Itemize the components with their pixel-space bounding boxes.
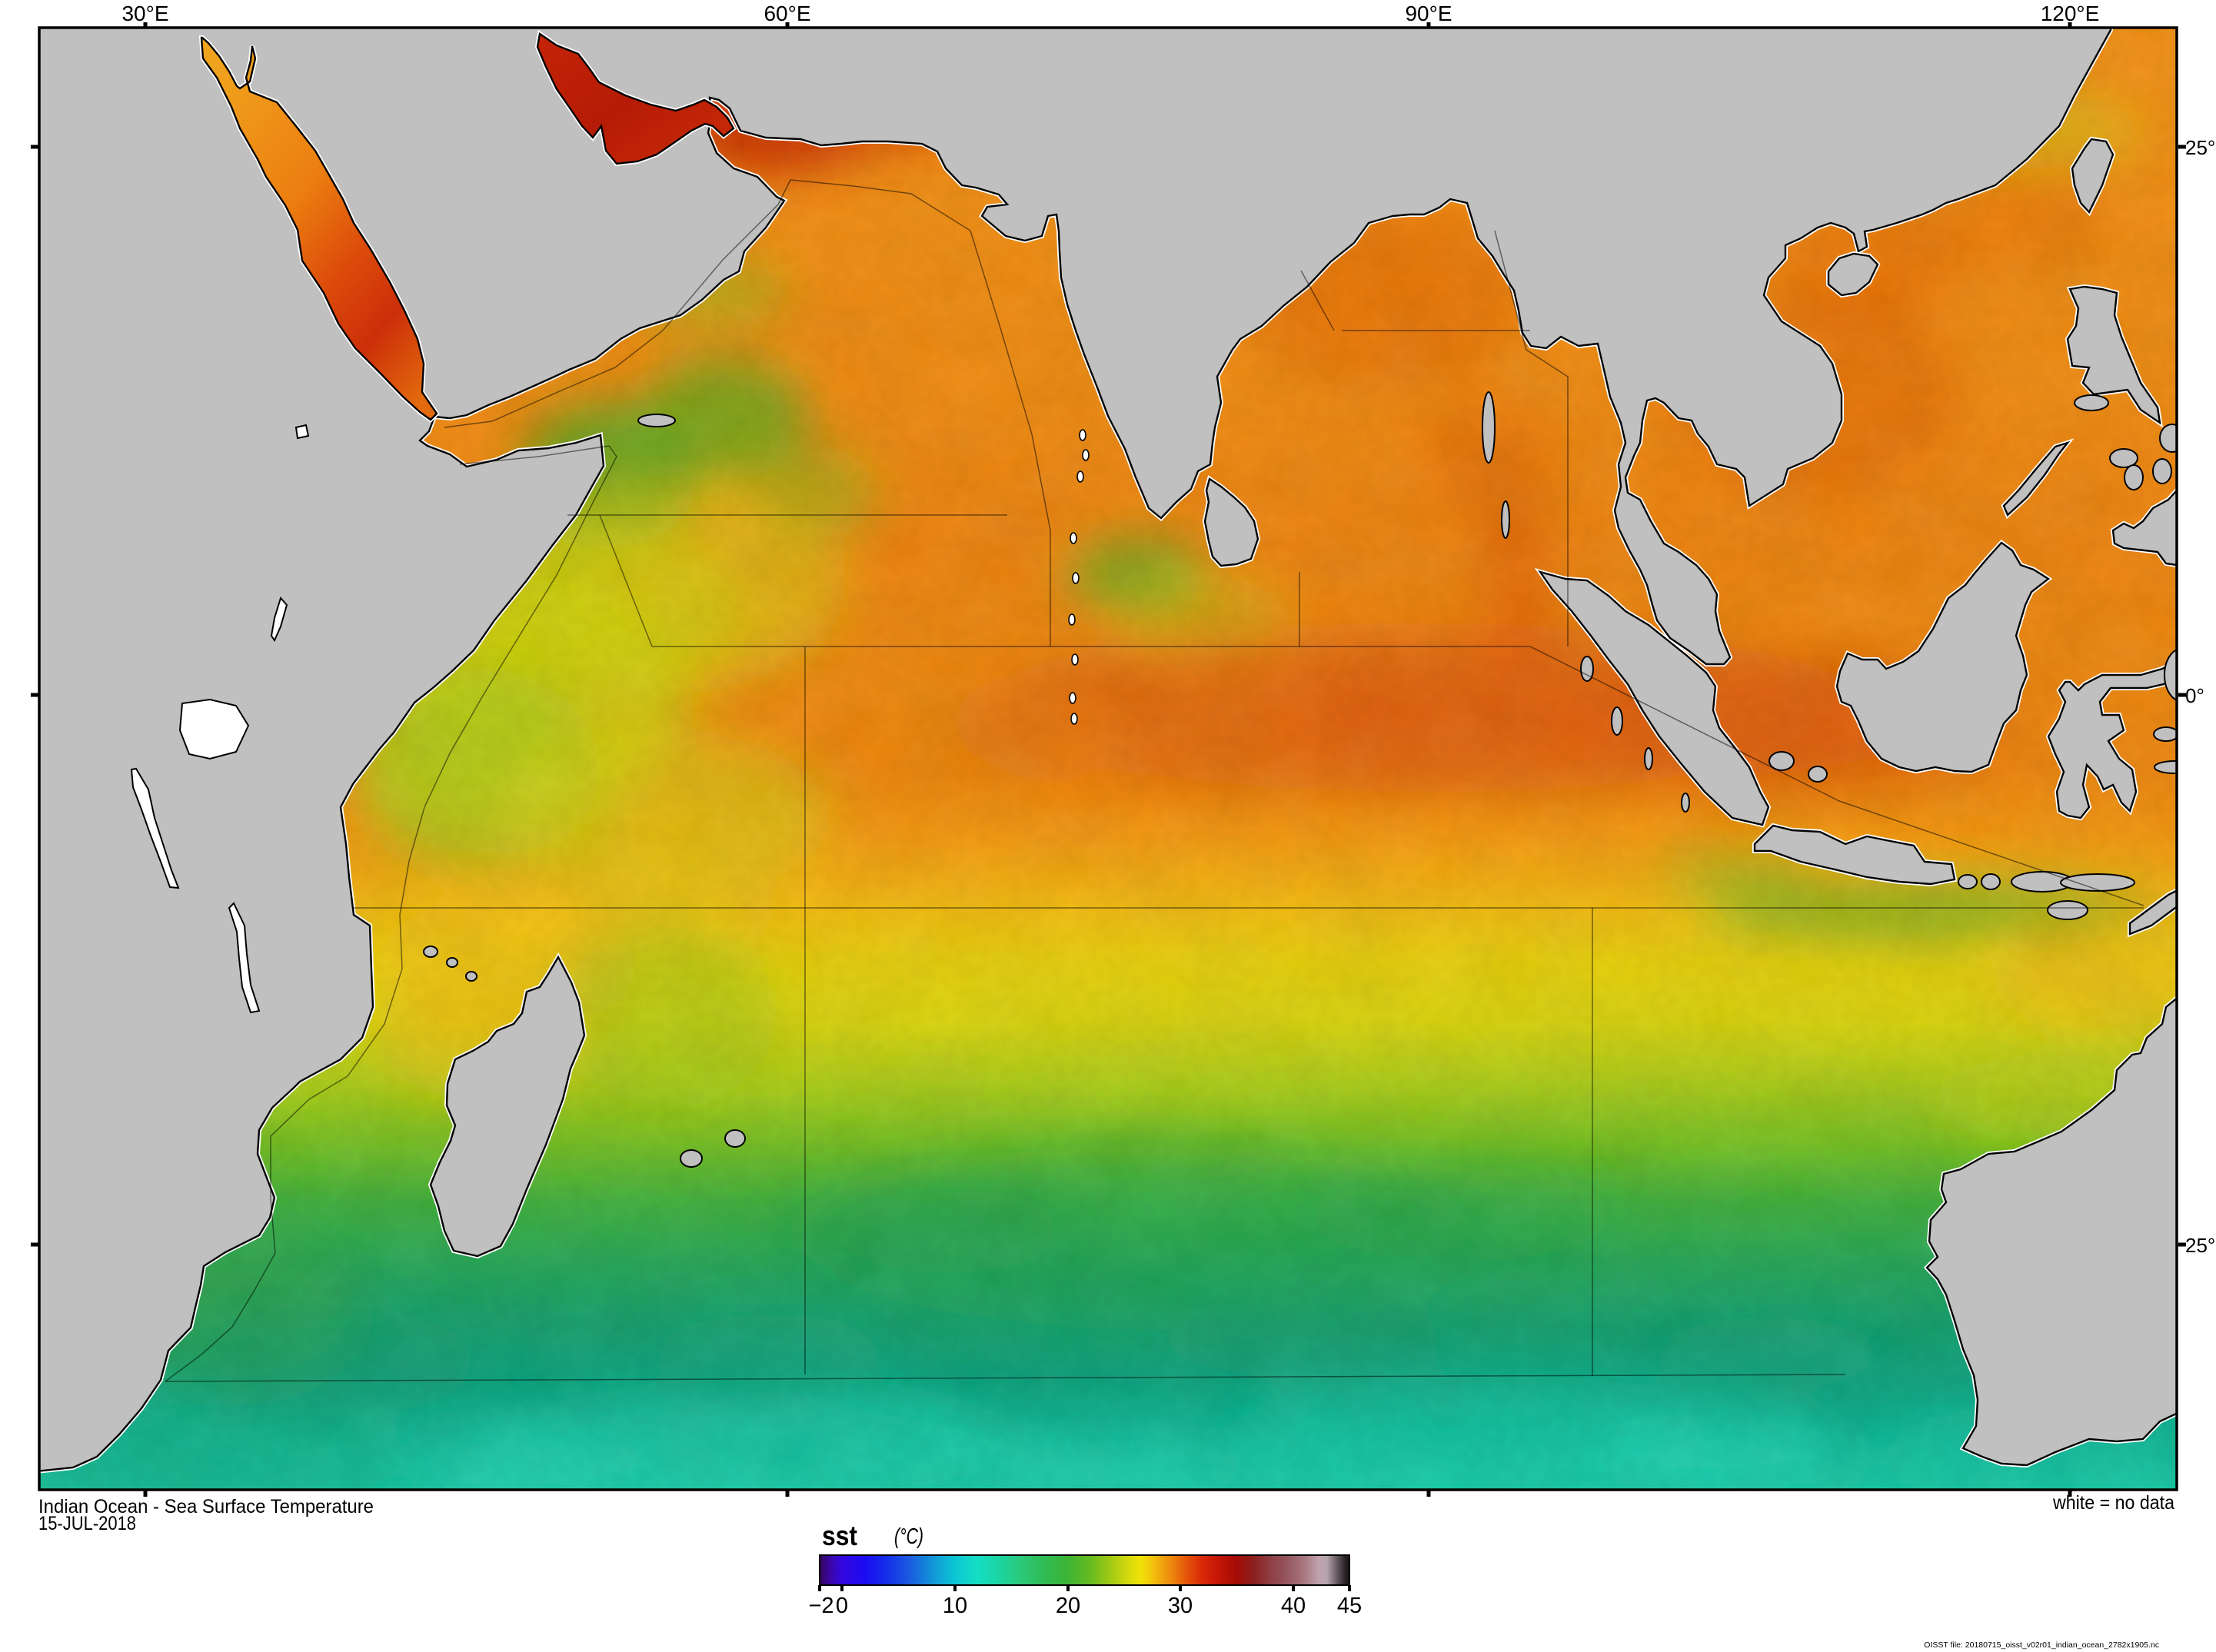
svg-text:−2: −2	[808, 1594, 833, 1618]
svg-text:45: 45	[1337, 1594, 1362, 1618]
svg-text:0°: 0°	[2185, 684, 2204, 707]
svg-text:white = no data: white = no data	[2052, 1492, 2174, 1514]
svg-text:40: 40	[1281, 1594, 1306, 1618]
svg-text:(°C): (°C)	[894, 1524, 923, 1549]
svg-text:30: 30	[1168, 1594, 1193, 1618]
svg-text:OISST file: 20180715_oisst_v02: OISST file: 20180715_oisst_v02r01_indian…	[1924, 1640, 2159, 1650]
svg-text:60°E: 60°E	[764, 2, 810, 25]
svg-text:90°E: 90°E	[1405, 2, 1452, 25]
svg-text:25°: 25°	[2185, 136, 2215, 159]
svg-text:10: 10	[943, 1594, 967, 1618]
svg-text:sst: sst	[822, 1520, 857, 1551]
svg-text:120°E: 120°E	[2041, 2, 2100, 25]
svg-text:0: 0	[836, 1594, 848, 1618]
svg-text:15-JUL-2018: 15-JUL-2018	[38, 1513, 136, 1534]
svg-text:25°: 25°	[2185, 1234, 2215, 1257]
svg-text:20: 20	[1056, 1594, 1080, 1618]
svg-text:Indian Ocean - Sea Surface Tem: Indian Ocean - Sea Surface Temperature	[38, 1496, 374, 1517]
svg-text:30°E: 30°E	[121, 2, 168, 25]
